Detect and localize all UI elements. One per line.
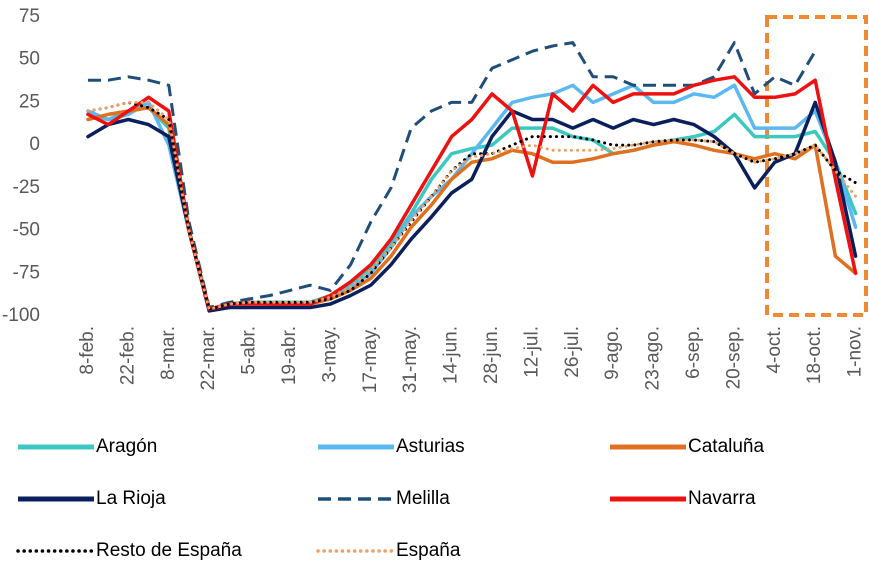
y-tick-label: -50 [13,220,40,241]
x-tick-label: 26-jul. [562,326,583,378]
x-tick-label: 4-oct. [764,326,785,374]
x-tick-label: 12-jul. [521,326,542,378]
x-tick-label: 9-ago. [602,326,623,380]
legend-label: Navarra [688,488,756,509]
x-tick-label: 23-ago. [643,326,664,390]
x-tick-label: 1-nov. [845,326,866,377]
legend-label: España [396,540,461,561]
x-tick-label: 18-oct. [804,326,825,384]
x-tick-label: 5-abr. [239,326,260,375]
x-tick-label: 22-feb. [117,326,138,385]
legend-label: La Rioja [96,488,166,509]
legend-label: Melilla [396,488,450,509]
legend-label: Asturias [396,436,465,457]
legend-label: Aragón [96,436,157,457]
series-line [86,75,858,311]
y-tick-label: 50 [19,49,40,70]
y-tick-label: 25 [19,91,40,112]
x-tick-label: 20-sep. [723,326,744,389]
x-tick-label: 6-sep. [683,326,704,379]
highlight-box [765,15,868,317]
y-tick-label: -25 [13,177,40,198]
x-tick-label: 8-mar. [158,326,179,380]
x-tick-label: 17-may. [360,326,381,393]
series-line [86,100,858,311]
x-tick-label: 22-mar. [198,326,219,390]
y-tick-label: 0 [29,134,40,155]
x-tick-label: 28-jun. [481,326,502,384]
y-tick-label: -75 [13,262,40,283]
y-tick-label: 75 [19,6,40,27]
x-tick-label: 19-abr. [279,326,300,385]
legend-label: Resto de España [96,540,242,561]
x-tick-label: 31-may. [400,326,421,393]
series-line [86,100,858,311]
legend-label: Cataluña [688,436,764,457]
x-tick-label: 14-jun. [441,326,462,384]
y-tick-label: -100 [2,305,40,326]
x-tick-label: 3-may. [319,326,340,383]
x-tick-label: 8-feb. [77,326,98,375]
